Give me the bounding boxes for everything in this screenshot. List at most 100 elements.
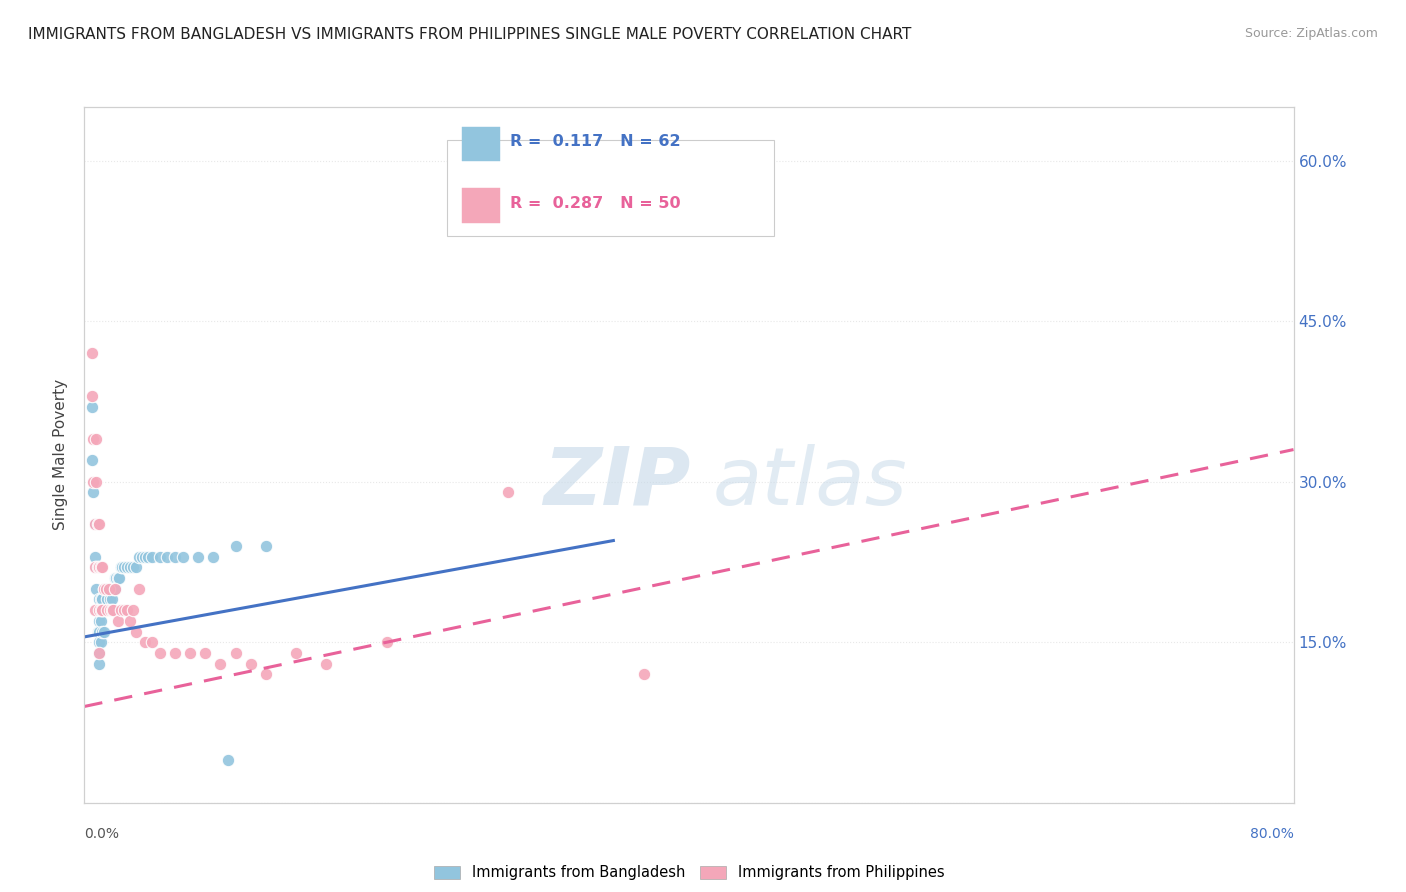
Text: Source: ZipAtlas.com: Source: ZipAtlas.com — [1244, 27, 1378, 40]
Point — [87, 517, 110, 532]
Point — [97, 582, 120, 596]
Point — [96, 582, 118, 596]
Point — [165, 549, 187, 564]
Point — [94, 582, 117, 596]
Point — [91, 603, 114, 617]
Point — [86, 582, 108, 596]
Point — [91, 624, 114, 639]
Point — [89, 592, 111, 607]
Point — [89, 517, 111, 532]
Point — [149, 646, 172, 660]
Point — [179, 646, 201, 660]
FancyBboxPatch shape — [447, 140, 773, 235]
Point — [375, 635, 398, 649]
Point — [84, 603, 107, 617]
Point — [125, 624, 148, 639]
Point — [87, 560, 110, 574]
Point — [84, 549, 107, 564]
Point — [82, 432, 104, 446]
Point — [90, 635, 112, 649]
Point — [98, 603, 121, 617]
Point — [104, 582, 127, 596]
Point — [285, 646, 308, 660]
Point — [84, 517, 107, 532]
Point — [125, 560, 148, 574]
Point — [80, 453, 103, 467]
Point — [111, 560, 134, 574]
Point — [98, 592, 121, 607]
Point — [496, 485, 519, 500]
Point — [209, 657, 232, 671]
Point — [90, 592, 112, 607]
Point — [134, 549, 156, 564]
Point — [93, 582, 115, 596]
Point — [93, 624, 115, 639]
Point — [91, 592, 114, 607]
Point — [91, 603, 114, 617]
Point — [225, 539, 247, 553]
Point — [96, 592, 118, 607]
Point — [187, 549, 209, 564]
Point — [156, 549, 179, 564]
Y-axis label: Single Male Poverty: Single Male Poverty — [53, 379, 69, 531]
Point — [94, 582, 117, 596]
Point — [84, 560, 107, 574]
Point — [194, 646, 217, 660]
Point — [141, 549, 163, 564]
Point — [315, 657, 337, 671]
Point — [94, 603, 117, 617]
Point — [86, 475, 108, 489]
Point — [136, 549, 159, 564]
Point — [254, 667, 277, 681]
Point — [131, 549, 153, 564]
Text: 0.0%: 0.0% — [84, 827, 120, 841]
Text: R =  0.287   N = 50: R = 0.287 N = 50 — [510, 195, 681, 211]
Point — [89, 603, 111, 617]
Point — [89, 646, 111, 660]
Point — [100, 603, 122, 617]
Point — [108, 571, 131, 585]
Text: atlas: atlas — [713, 443, 907, 522]
Point — [91, 560, 114, 574]
Point — [134, 635, 156, 649]
Point — [104, 582, 127, 596]
Point — [121, 603, 143, 617]
Point — [89, 624, 111, 639]
Point — [128, 549, 150, 564]
Point — [115, 603, 138, 617]
Text: ZIP: ZIP — [543, 443, 690, 522]
Point — [105, 571, 128, 585]
Point — [86, 560, 108, 574]
Point — [97, 603, 120, 617]
Point — [225, 646, 247, 660]
Point — [118, 614, 141, 628]
FancyBboxPatch shape — [461, 127, 501, 161]
Point — [87, 624, 110, 639]
Point — [82, 485, 104, 500]
Point — [93, 603, 115, 617]
Text: IMMIGRANTS FROM BANGLADESH VS IMMIGRANTS FROM PHILIPPINES SINGLE MALE POVERTY CO: IMMIGRANTS FROM BANGLADESH VS IMMIGRANTS… — [28, 27, 911, 42]
Point — [100, 592, 122, 607]
Point — [118, 560, 141, 574]
Point — [101, 582, 124, 596]
Point — [112, 560, 135, 574]
Point — [89, 657, 111, 671]
Point — [89, 560, 111, 574]
Text: 80.0%: 80.0% — [1250, 827, 1294, 841]
Point — [89, 635, 111, 649]
Point — [107, 571, 129, 585]
Point — [110, 603, 132, 617]
Point — [80, 400, 103, 414]
Point — [82, 475, 104, 489]
Point — [217, 753, 239, 767]
Point — [633, 667, 655, 681]
Point — [141, 635, 163, 649]
Point — [107, 614, 129, 628]
Point — [89, 646, 111, 660]
Point — [90, 560, 112, 574]
Text: R =  0.117   N = 62: R = 0.117 N = 62 — [510, 135, 681, 149]
Point — [89, 603, 111, 617]
Point — [115, 560, 138, 574]
Point — [100, 582, 122, 596]
Point — [172, 549, 194, 564]
